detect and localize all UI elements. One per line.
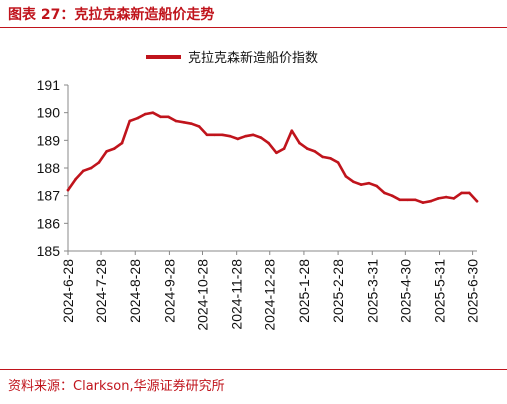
x-tick-label: 2024-7-28 bbox=[93, 259, 109, 323]
data-point bbox=[282, 147, 286, 150]
data-point bbox=[259, 136, 263, 139]
source-rule bbox=[0, 369, 507, 370]
x-tick-label: 2025-1-28 bbox=[296, 259, 312, 323]
data-point bbox=[197, 125, 201, 128]
y-tick-label: 189 bbox=[37, 132, 61, 148]
data-point bbox=[275, 151, 278, 155]
data-point bbox=[251, 133, 255, 137]
data-point bbox=[475, 199, 479, 203]
data-point bbox=[128, 119, 131, 123]
data-point bbox=[383, 191, 386, 195]
data-point bbox=[429, 199, 433, 203]
data-point bbox=[375, 184, 379, 188]
data-point bbox=[321, 155, 325, 159]
x-tick-label: 2024-11-28 bbox=[229, 259, 245, 330]
data-point bbox=[460, 191, 463, 195]
x-tick-label: 2024-6-28 bbox=[60, 259, 76, 323]
data-point bbox=[182, 121, 186, 124]
data-point bbox=[89, 166, 93, 170]
data-point bbox=[359, 183, 363, 186]
title-rule bbox=[0, 27, 507, 28]
data-point bbox=[414, 198, 417, 202]
legend: 克拉克森新造船价指数 bbox=[146, 50, 318, 66]
data-point bbox=[329, 157, 332, 160]
y-tick-label: 185 bbox=[37, 243, 61, 259]
data-point bbox=[143, 112, 147, 116]
data-point bbox=[367, 181, 371, 185]
data-point bbox=[236, 137, 240, 141]
data-point bbox=[344, 175, 348, 178]
line-chart: 克拉克森新造船价指数 185 186 187 188 189 190 191 2024-6-… bbox=[37, 50, 481, 331]
data-point bbox=[244, 134, 247, 138]
x-tick-label: 2025-5-31 bbox=[432, 259, 448, 323]
data-point bbox=[74, 177, 77, 181]
data-point bbox=[298, 141, 301, 145]
x-tick-label: 2024-12-28 bbox=[262, 259, 278, 331]
data-point bbox=[452, 197, 456, 200]
data-point bbox=[221, 133, 224, 137]
y-axis: 185 186 187 188 189 190 191 bbox=[37, 77, 69, 259]
data-point bbox=[174, 119, 178, 123]
x-tick-label: 2025-4-30 bbox=[397, 259, 413, 323]
x-tick-label: 2024-10-28 bbox=[194, 259, 210, 331]
data-point bbox=[105, 150, 108, 153]
data-point bbox=[444, 195, 448, 199]
y-tick-label: 191 bbox=[37, 77, 61, 93]
data-point bbox=[228, 134, 232, 138]
data-point bbox=[205, 133, 209, 137]
data-point bbox=[66, 188, 70, 192]
data-point bbox=[352, 180, 355, 184]
x-tick-label: 2025-3-31 bbox=[364, 259, 380, 323]
y-tick-label: 186 bbox=[37, 215, 61, 231]
data-point bbox=[136, 116, 139, 120]
data-point bbox=[468, 191, 471, 195]
data-point bbox=[336, 161, 340, 164]
y-tick-label: 188 bbox=[37, 160, 61, 176]
x-axis: 2024-6-28 2024-7-28 2024-8-28 2024-9-28 2024… bbox=[60, 250, 481, 331]
x-tick-label: 2024-8-28 bbox=[127, 259, 143, 323]
y-tick-label: 187 bbox=[37, 188, 61, 204]
data-point bbox=[213, 133, 216, 137]
x-tick-label: 2025-6-30 bbox=[465, 259, 481, 323]
data-point bbox=[151, 111, 155, 114]
data-point bbox=[113, 147, 116, 150]
data-point bbox=[406, 198, 409, 202]
data-point bbox=[159, 115, 162, 119]
plot-area bbox=[66, 111, 479, 204]
data-point bbox=[313, 150, 317, 153]
data-point bbox=[421, 201, 425, 204]
data-point bbox=[167, 115, 170, 119]
y-tick-label: 190 bbox=[37, 105, 61, 121]
data-point bbox=[437, 197, 440, 200]
data-point bbox=[390, 194, 394, 197]
source-note: 资料来源：Clarkson,华源证券研究所 bbox=[8, 379, 225, 394]
figure-title: 图表 27：克拉克森新造船价走势 bbox=[8, 7, 215, 23]
data-point bbox=[97, 161, 101, 164]
series-line bbox=[66, 111, 479, 204]
x-tick-label: 2025-2-28 bbox=[330, 259, 346, 323]
data-point bbox=[305, 147, 309, 150]
data-point bbox=[190, 122, 193, 125]
data-point bbox=[82, 169, 85, 173]
x-tick-label: 2024-9-28 bbox=[161, 259, 177, 323]
data-point bbox=[398, 198, 402, 202]
legend-label: 克拉克森新造船价指数 bbox=[188, 50, 318, 66]
data-point bbox=[290, 129, 294, 132]
data-point bbox=[120, 141, 124, 145]
data-point bbox=[267, 141, 270, 145]
